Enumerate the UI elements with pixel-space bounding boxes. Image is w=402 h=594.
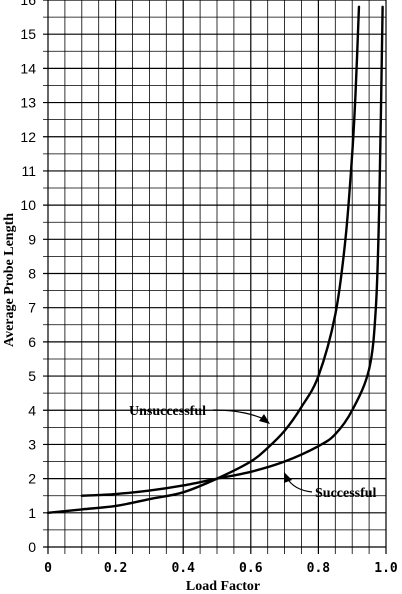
y-axis-title: Average Probe Length xyxy=(2,213,17,347)
y-tick-label: 0 xyxy=(28,539,36,555)
series-line-unsuccessful xyxy=(46,5,361,515)
y-tick-label: 16 xyxy=(20,0,36,8)
y-tick-label: 9 xyxy=(28,231,36,247)
y-tick-label: 8 xyxy=(28,266,36,282)
y-tick-label: 11 xyxy=(21,163,36,179)
y-tick-label: 2 xyxy=(28,471,36,487)
y-tick-label: 7 xyxy=(28,300,36,316)
y-tick-label: 3 xyxy=(28,436,36,452)
y-tick-label: 5 xyxy=(28,368,36,384)
series-line-successful xyxy=(80,5,384,497)
y-tick-label: 14 xyxy=(20,60,36,76)
x-tick-label: 0.6 xyxy=(239,561,263,576)
y-tick-label: 12 xyxy=(20,129,36,145)
x-tick-label: 0 xyxy=(44,561,52,576)
arrowhead-unsuccessful xyxy=(259,414,270,424)
y-tick-label: 4 xyxy=(28,402,36,418)
y-tick-label: 15 xyxy=(20,26,36,42)
x-tick-label: 0.2 xyxy=(104,561,127,576)
x-axis-title: Load Factor xyxy=(186,579,260,594)
annotations: Unsuccessful Successful xyxy=(129,404,377,501)
series-lines xyxy=(46,5,384,515)
x-tick-label: 1.0 xyxy=(374,561,398,576)
arrowhead-successful xyxy=(284,472,292,483)
grid xyxy=(43,0,387,554)
y-tick-label: 13 xyxy=(20,95,36,111)
arrow-unsuccessful xyxy=(212,409,267,421)
y-tick-label: 10 xyxy=(20,197,36,213)
x-tick-label: 0.4 xyxy=(171,561,195,576)
y-tick-label: 1 xyxy=(28,505,36,521)
annotation-unsuccessful: Unsuccessful xyxy=(129,404,206,419)
x-tick-label: 0.8 xyxy=(307,561,331,576)
y-tick-label: 6 xyxy=(28,334,36,350)
annotation-successful: Successful xyxy=(315,486,377,501)
x-tick-labels: 0 0.2 0.4 0.6 0.8 1.0 xyxy=(44,561,398,576)
